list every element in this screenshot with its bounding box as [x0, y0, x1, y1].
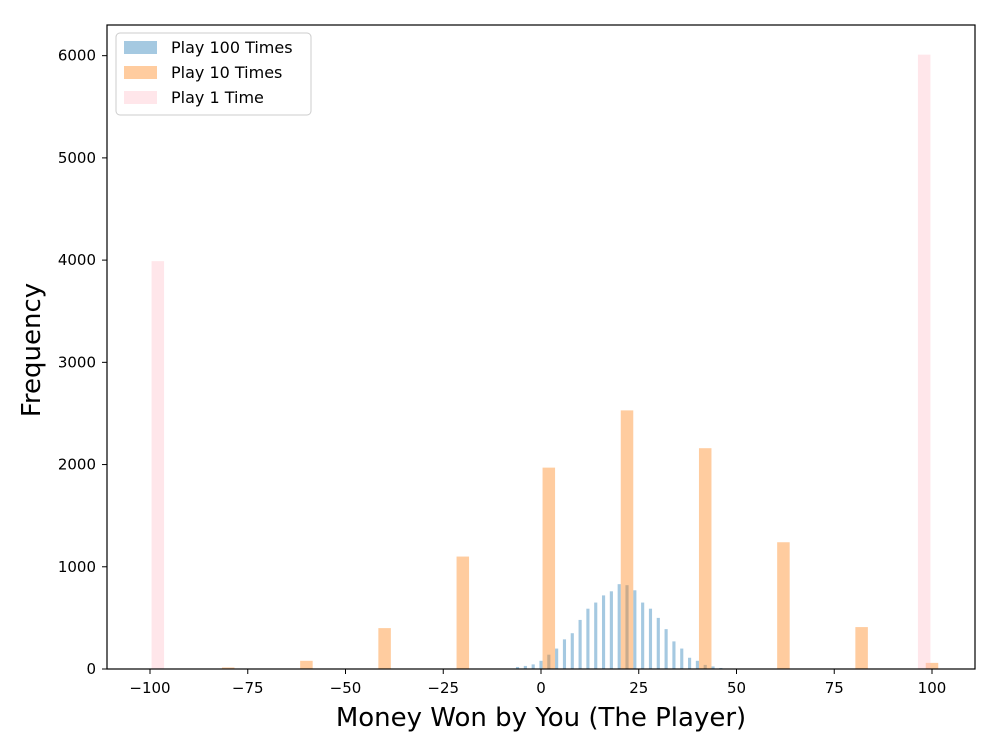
bar-series-0-2 — [531, 664, 535, 669]
x-tick-label: −100 — [129, 679, 170, 697]
bar-series-0-5 — [555, 648, 559, 669]
plot-area-background — [107, 25, 975, 669]
legend: Play 100 Times Play 10 Times Play 1 Time — [115, 32, 312, 116]
bar-series-0-22 — [688, 657, 692, 669]
legend-label-play-10: Play 10 Times — [171, 63, 282, 82]
bar-series-0-25 — [711, 666, 715, 669]
x-tick-label: 100 — [918, 679, 947, 697]
bar-series-1-1 — [300, 660, 313, 669]
bar-series-1-8 — [855, 627, 868, 669]
y-tick-label: 0 — [86, 660, 96, 678]
y-tick-label: 5000 — [58, 149, 96, 167]
bar-series-0-17 — [648, 608, 653, 669]
bar-series-0-24 — [703, 664, 707, 669]
bar-series-0-9 — [586, 608, 590, 669]
bars-layer — [151, 54, 939, 669]
bar-series-0-0 — [515, 666, 520, 669]
bar-series-0-16 — [641, 602, 645, 669]
bar-series-1-2 — [378, 628, 391, 669]
bar-series-2-1 — [917, 54, 931, 669]
bar-series-0-10 — [594, 602, 598, 669]
bar-series-1-3 — [456, 556, 470, 669]
bar-series-0-23 — [695, 660, 699, 669]
bar-series-1-7 — [777, 542, 790, 669]
bar-series-1-9 — [925, 662, 939, 669]
bar-series-0-1 — [523, 665, 527, 669]
bar-series-1-4 — [542, 467, 556, 669]
x-tick-label: 50 — [727, 679, 746, 697]
bar-series-0-12 — [609, 591, 613, 669]
legend-label-play-1: Play 1 Time — [171, 88, 264, 107]
x-tick-label: −75 — [232, 679, 264, 697]
legend-swatch-play-1 — [124, 91, 157, 104]
y-axis-label: Frequency — [17, 283, 47, 417]
bar-series-0-6 — [562, 639, 567, 669]
bar-series-0-18 — [656, 617, 660, 669]
bar-series-1-6 — [698, 448, 712, 669]
bar-series-0-19 — [664, 629, 668, 669]
bar-series-0-15 — [633, 590, 637, 669]
x-tick-label: −25 — [427, 679, 459, 697]
bar-series-0-3 — [539, 660, 543, 669]
y-axis: 0 1000 2000 3000 4000 5000 6000 — [58, 47, 107, 678]
legend-frame — [115, 32, 312, 116]
x-tick-label: 25 — [629, 679, 648, 697]
y-tick-label: 4000 — [58, 251, 96, 269]
y-tick-label: 6000 — [58, 47, 96, 65]
legend-label-play-100: Play 100 Times — [171, 38, 293, 57]
x-axis: −100 −75 −50 −25 0 25 50 75 100 — [129, 669, 946, 697]
bar-series-0-7 — [570, 633, 574, 669]
x-tick-label: 0 — [536, 679, 546, 697]
x-tick-label: 75 — [825, 679, 844, 697]
bar-series-1-5 — [620, 410, 634, 669]
x-tick-label: −50 — [330, 679, 362, 697]
legend-swatch-play-10 — [124, 66, 157, 79]
bar-series-0-4 — [547, 654, 551, 669]
bar-series-0-14 — [625, 585, 629, 669]
y-tick-label: 1000 — [58, 558, 96, 576]
bar-series-1-0 — [221, 667, 235, 669]
bar-series-0-20 — [672, 641, 676, 669]
bar-series-0-8 — [578, 619, 582, 669]
bar-series-0-11 — [601, 595, 606, 669]
bar-series-0-21 — [680, 648, 684, 669]
x-axis-label: Money Won by You (The Player) — [336, 703, 746, 733]
bar-series-0-13 — [617, 584, 621, 669]
legend-swatch-play-100 — [124, 41, 157, 54]
y-tick-label: 3000 — [58, 353, 96, 371]
bar-series-2-0 — [151, 261, 165, 669]
y-tick-label: 2000 — [58, 456, 96, 474]
